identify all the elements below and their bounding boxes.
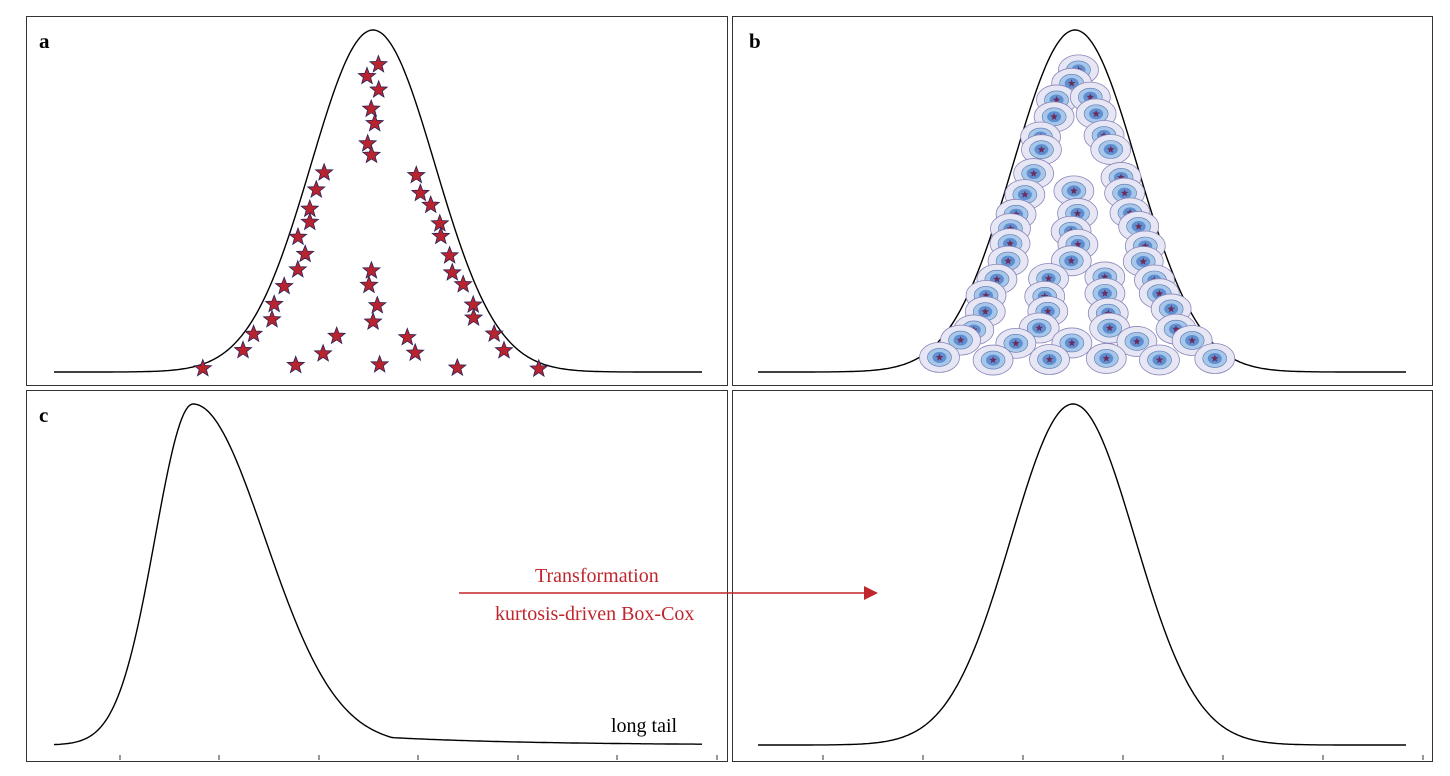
- transformation-label: Transformation: [535, 565, 659, 587]
- cell-marker: [1057, 198, 1098, 229]
- cell-marker: [919, 341, 960, 373]
- cell-marker: [1050, 245, 1092, 277]
- star-marker: [233, 340, 253, 359]
- long-tail-label: long tail: [611, 715, 678, 737]
- star-marker: [370, 354, 390, 373]
- star-marker: [363, 311, 383, 331]
- star-marker: [361, 98, 381, 118]
- panel-a-plot: [54, 29, 702, 378]
- bell-curve-d: [758, 403, 1406, 746]
- star-marker: [288, 259, 308, 278]
- star-marker: [368, 54, 389, 73]
- panel-letter-a: a: [39, 29, 50, 53]
- star-marker: [369, 79, 389, 99]
- star-marker: [313, 343, 333, 362]
- panel-letter-b: b: [749, 29, 761, 53]
- star-marker: [327, 325, 347, 345]
- star-marker: [367, 295, 387, 314]
- star-marker: [300, 211, 320, 231]
- star-marker: [274, 276, 294, 295]
- panel-b: b: [732, 16, 1433, 386]
- cell-marker: [1085, 343, 1127, 374]
- star-marker: [288, 226, 308, 246]
- axis-ticks-d: [822, 755, 1424, 760]
- star-marker: [358, 133, 378, 152]
- panel-a: a: [26, 16, 728, 386]
- star-marker: [440, 245, 460, 264]
- star-marker: [463, 294, 483, 314]
- star-marker: [357, 66, 377, 85]
- star-marker: [494, 340, 514, 359]
- star-marker: [453, 274, 473, 293]
- bell-curve-b: [758, 29, 1406, 373]
- skewed-curve: [53, 403, 702, 746]
- star-marker: [361, 260, 382, 279]
- star-marker: [361, 144, 382, 164]
- star-marker: [314, 162, 334, 181]
- panel-d-plot: [758, 403, 1424, 760]
- star-marker: [405, 342, 425, 362]
- panel-c-plot: [53, 403, 718, 760]
- star-markers: [193, 54, 549, 378]
- cell-markers: [919, 54, 1236, 376]
- panel-letter-c: c: [39, 403, 49, 427]
- cell-marker: [972, 344, 1014, 376]
- star-marker: [421, 194, 441, 214]
- cell-marker: [1053, 175, 1095, 207]
- box-cox-label: kurtosis-driven Box-Cox: [495, 603, 695, 625]
- star-marker: [397, 327, 417, 346]
- star-marker: [431, 226, 451, 245]
- star-marker: [447, 357, 467, 377]
- star-marker: [406, 165, 426, 184]
- star-marker: [295, 244, 315, 263]
- cell-marker: [1090, 134, 1132, 165]
- star-marker: [484, 323, 504, 343]
- axis-ticks-c: [119, 755, 718, 760]
- star-marker: [243, 323, 264, 343]
- panel-b-plot: [758, 29, 1406, 376]
- star-marker: [262, 309, 282, 328]
- cell-marker: [1194, 343, 1236, 374]
- star-marker: [463, 307, 484, 327]
- panel-c: c long tail: [26, 390, 728, 762]
- star-marker: [264, 294, 284, 313]
- cell-marker: [1139, 344, 1180, 376]
- star-marker: [430, 213, 450, 232]
- star-marker: [529, 358, 549, 378]
- bell-curve-a: [54, 29, 702, 373]
- star-marker: [306, 179, 326, 199]
- star-marker: [193, 358, 213, 377]
- star-marker: [365, 113, 385, 132]
- star-marker: [410, 183, 430, 202]
- panel-d: [732, 390, 1433, 762]
- star-marker: [286, 355, 306, 374]
- cell-marker: [1029, 344, 1070, 375]
- star-marker: [359, 274, 379, 294]
- star-marker: [442, 262, 462, 281]
